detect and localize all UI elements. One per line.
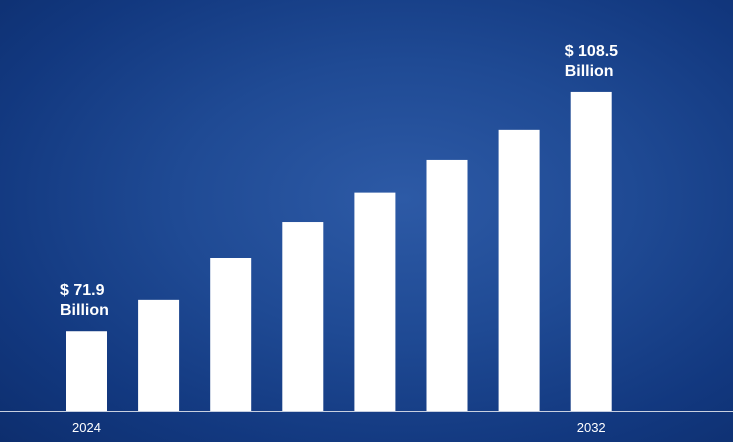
bar (570, 91, 612, 411)
bar (354, 192, 396, 411)
bar (66, 331, 107, 411)
x-tick-label: 2032 (577, 420, 606, 435)
bar (498, 129, 540, 411)
value-label: $ 71.9 Billion (60, 282, 109, 320)
bar (282, 222, 324, 411)
bar (426, 159, 468, 411)
bar (138, 299, 180, 411)
value-label: $ 108.5 Billion (564, 42, 619, 80)
bar (210, 258, 252, 411)
x-tick-label: 2024 (72, 420, 101, 435)
